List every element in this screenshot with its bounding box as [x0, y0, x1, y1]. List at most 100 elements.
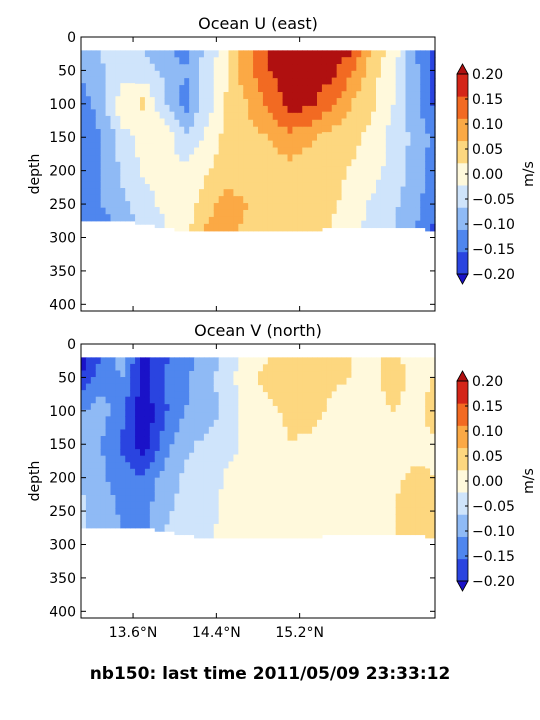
heatmap-cell [272, 98, 279, 107]
heatmap-cell [228, 510, 235, 518]
heatmap-cell [213, 71, 220, 79]
heatmap-cell [164, 390, 171, 399]
heatmap-cell [366, 70, 372, 79]
heatmap-cell [90, 142, 97, 150]
heatmap-cell [228, 203, 235, 211]
heatmap-cell [120, 201, 126, 209]
x-tick-label: 15.2°N [275, 625, 324, 641]
heatmap-cell [169, 179, 176, 188]
heatmap-cell [282, 461, 289, 470]
heatmap-cell [184, 384, 190, 393]
heatmap-cell [228, 85, 235, 93]
heatmap-cell [282, 482, 289, 490]
heatmap-cell [395, 459, 402, 467]
heatmap-cell [154, 213, 161, 222]
heatmap-cell [312, 378, 318, 386]
heatmap-cell [253, 399, 259, 407]
heatmap-cell [326, 527, 333, 536]
heatmap-cell [390, 132, 397, 140]
heatmap-cell [410, 445, 416, 454]
heatmap-cell [81, 390, 87, 398]
heatmap-cell [199, 168, 205, 176]
heatmap-cell [376, 104, 382, 113]
heatmap-cell [258, 196, 264, 204]
heatmap-cell [223, 433, 230, 442]
heatmap-cell [149, 455, 156, 463]
heatmap-cell [125, 148, 131, 156]
heatmap-cell [425, 496, 431, 504]
heatmap-cell [390, 452, 397, 461]
heatmap-cell [351, 418, 357, 427]
heatmap-cell [81, 442, 87, 450]
heatmap-cell [336, 207, 343, 215]
heatmap-cell [248, 119, 254, 128]
heatmap-cell [390, 479, 397, 488]
heatmap-cell [238, 426, 244, 435]
heatmap-cell [100, 155, 107, 163]
heatmap-cell [380, 193, 387, 201]
heatmap-cell [380, 207, 387, 215]
colorbar-tick-label: −0.10 [472, 217, 515, 233]
heatmap-cell [149, 130, 156, 138]
heatmap-cell [223, 440, 230, 449]
heatmap-cell [149, 377, 156, 385]
heatmap-cell [312, 203, 318, 211]
heatmap-cell [110, 135, 117, 143]
heatmap-cell [351, 459, 357, 467]
heatmap-cell [243, 168, 249, 176]
heatmap-cell [149, 163, 156, 172]
heatmap-cell [395, 418, 402, 427]
heatmap-cell [189, 493, 195, 501]
heatmap-cell [331, 514, 338, 522]
heatmap-cell [149, 150, 156, 158]
heatmap-cell [159, 172, 166, 181]
heatmap-cell [144, 508, 151, 516]
heatmap-cell [351, 398, 357, 406]
heatmap-cell [179, 527, 185, 536]
heatmap-cell [331, 98, 338, 106]
heatmap-cell [105, 96, 112, 104]
heatmap-cell [164, 450, 171, 459]
heatmap-cell [130, 56, 136, 65]
heatmap-cell [312, 161, 318, 169]
heatmap-cell [366, 166, 372, 174]
heatmap-cell [223, 392, 230, 400]
heatmap-cell [312, 98, 318, 107]
heatmap-cell [400, 466, 407, 474]
heatmap-cell [159, 404, 166, 412]
heatmap-cell [208, 133, 215, 142]
heatmap-cell [140, 475, 146, 483]
heatmap-cell [189, 92, 195, 100]
heatmap-cell [312, 189, 318, 197]
heatmap-cell [385, 172, 392, 181]
heatmap-cell [189, 486, 195, 495]
heatmap-cell [243, 405, 249, 414]
heatmap-cell [400, 439, 407, 447]
heatmap-cell [110, 481, 117, 490]
heatmap-cell [282, 140, 289, 149]
heatmap-cell [199, 175, 205, 183]
heatmap-cell [110, 462, 117, 470]
heatmap-cell [208, 105, 215, 114]
heatmap-cell [376, 57, 382, 65]
heatmap-cell [95, 377, 102, 385]
heatmap-cell [430, 196, 436, 204]
heatmap-cell [287, 140, 294, 149]
heatmap-cell [253, 468, 259, 476]
heatmap-cell [262, 385, 269, 393]
heatmap-cell [189, 398, 195, 406]
heatmap-cell [351, 466, 357, 474]
heatmap-cell [366, 104, 372, 113]
colorbar-swatch [457, 229, 468, 253]
heatmap-cell [189, 384, 195, 393]
heatmap-cell [380, 200, 387, 208]
heatmap-cell [262, 182, 269, 190]
heatmap-cell [420, 479, 426, 488]
heatmap-cell [208, 405, 215, 414]
heatmap-cell [277, 516, 284, 525]
heatmap-cell [371, 63, 377, 72]
heatmap-cell [208, 223, 215, 232]
heatmap-cell [81, 50, 87, 58]
heatmap-cell [120, 207, 126, 215]
heatmap-cell [371, 377, 377, 386]
